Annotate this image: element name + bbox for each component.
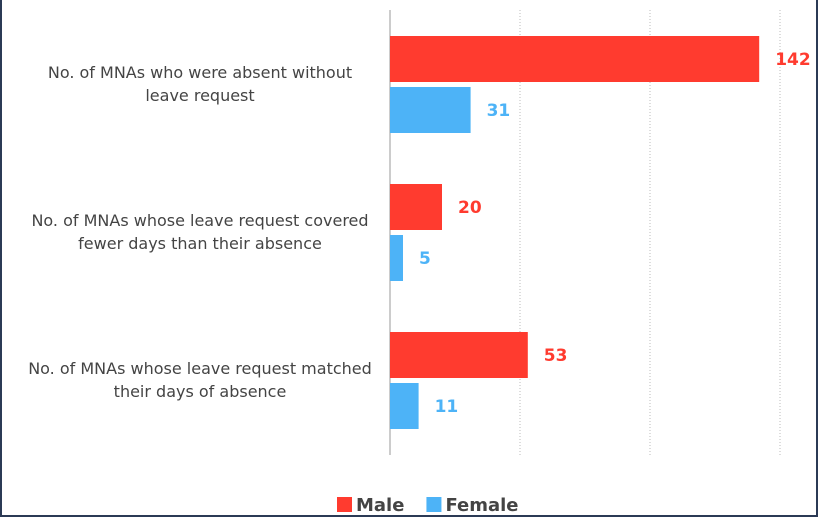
value-label: 5 (419, 249, 431, 269)
value-label: 11 (435, 397, 459, 417)
value-label: 31 (487, 101, 511, 121)
category-label: No. of MNAs who were absent without leav… (47, 63, 353, 105)
legend-swatch (337, 497, 352, 512)
category-label: No. of MNAs whose leave request matched … (28, 359, 372, 401)
value-label: 142 (775, 50, 811, 70)
bar (390, 383, 419, 429)
category-label: No. of MNAs whose leave request covered … (31, 211, 369, 253)
value-label: 20 (458, 198, 482, 218)
legend-label: Female (445, 495, 518, 516)
value-label: 53 (544, 346, 568, 366)
bar (390, 87, 471, 133)
bar (390, 184, 442, 230)
bar (390, 332, 528, 378)
bar (390, 36, 760, 82)
bar (390, 235, 403, 281)
legend-swatch (426, 497, 442, 512)
legend-label: Male (356, 495, 404, 516)
